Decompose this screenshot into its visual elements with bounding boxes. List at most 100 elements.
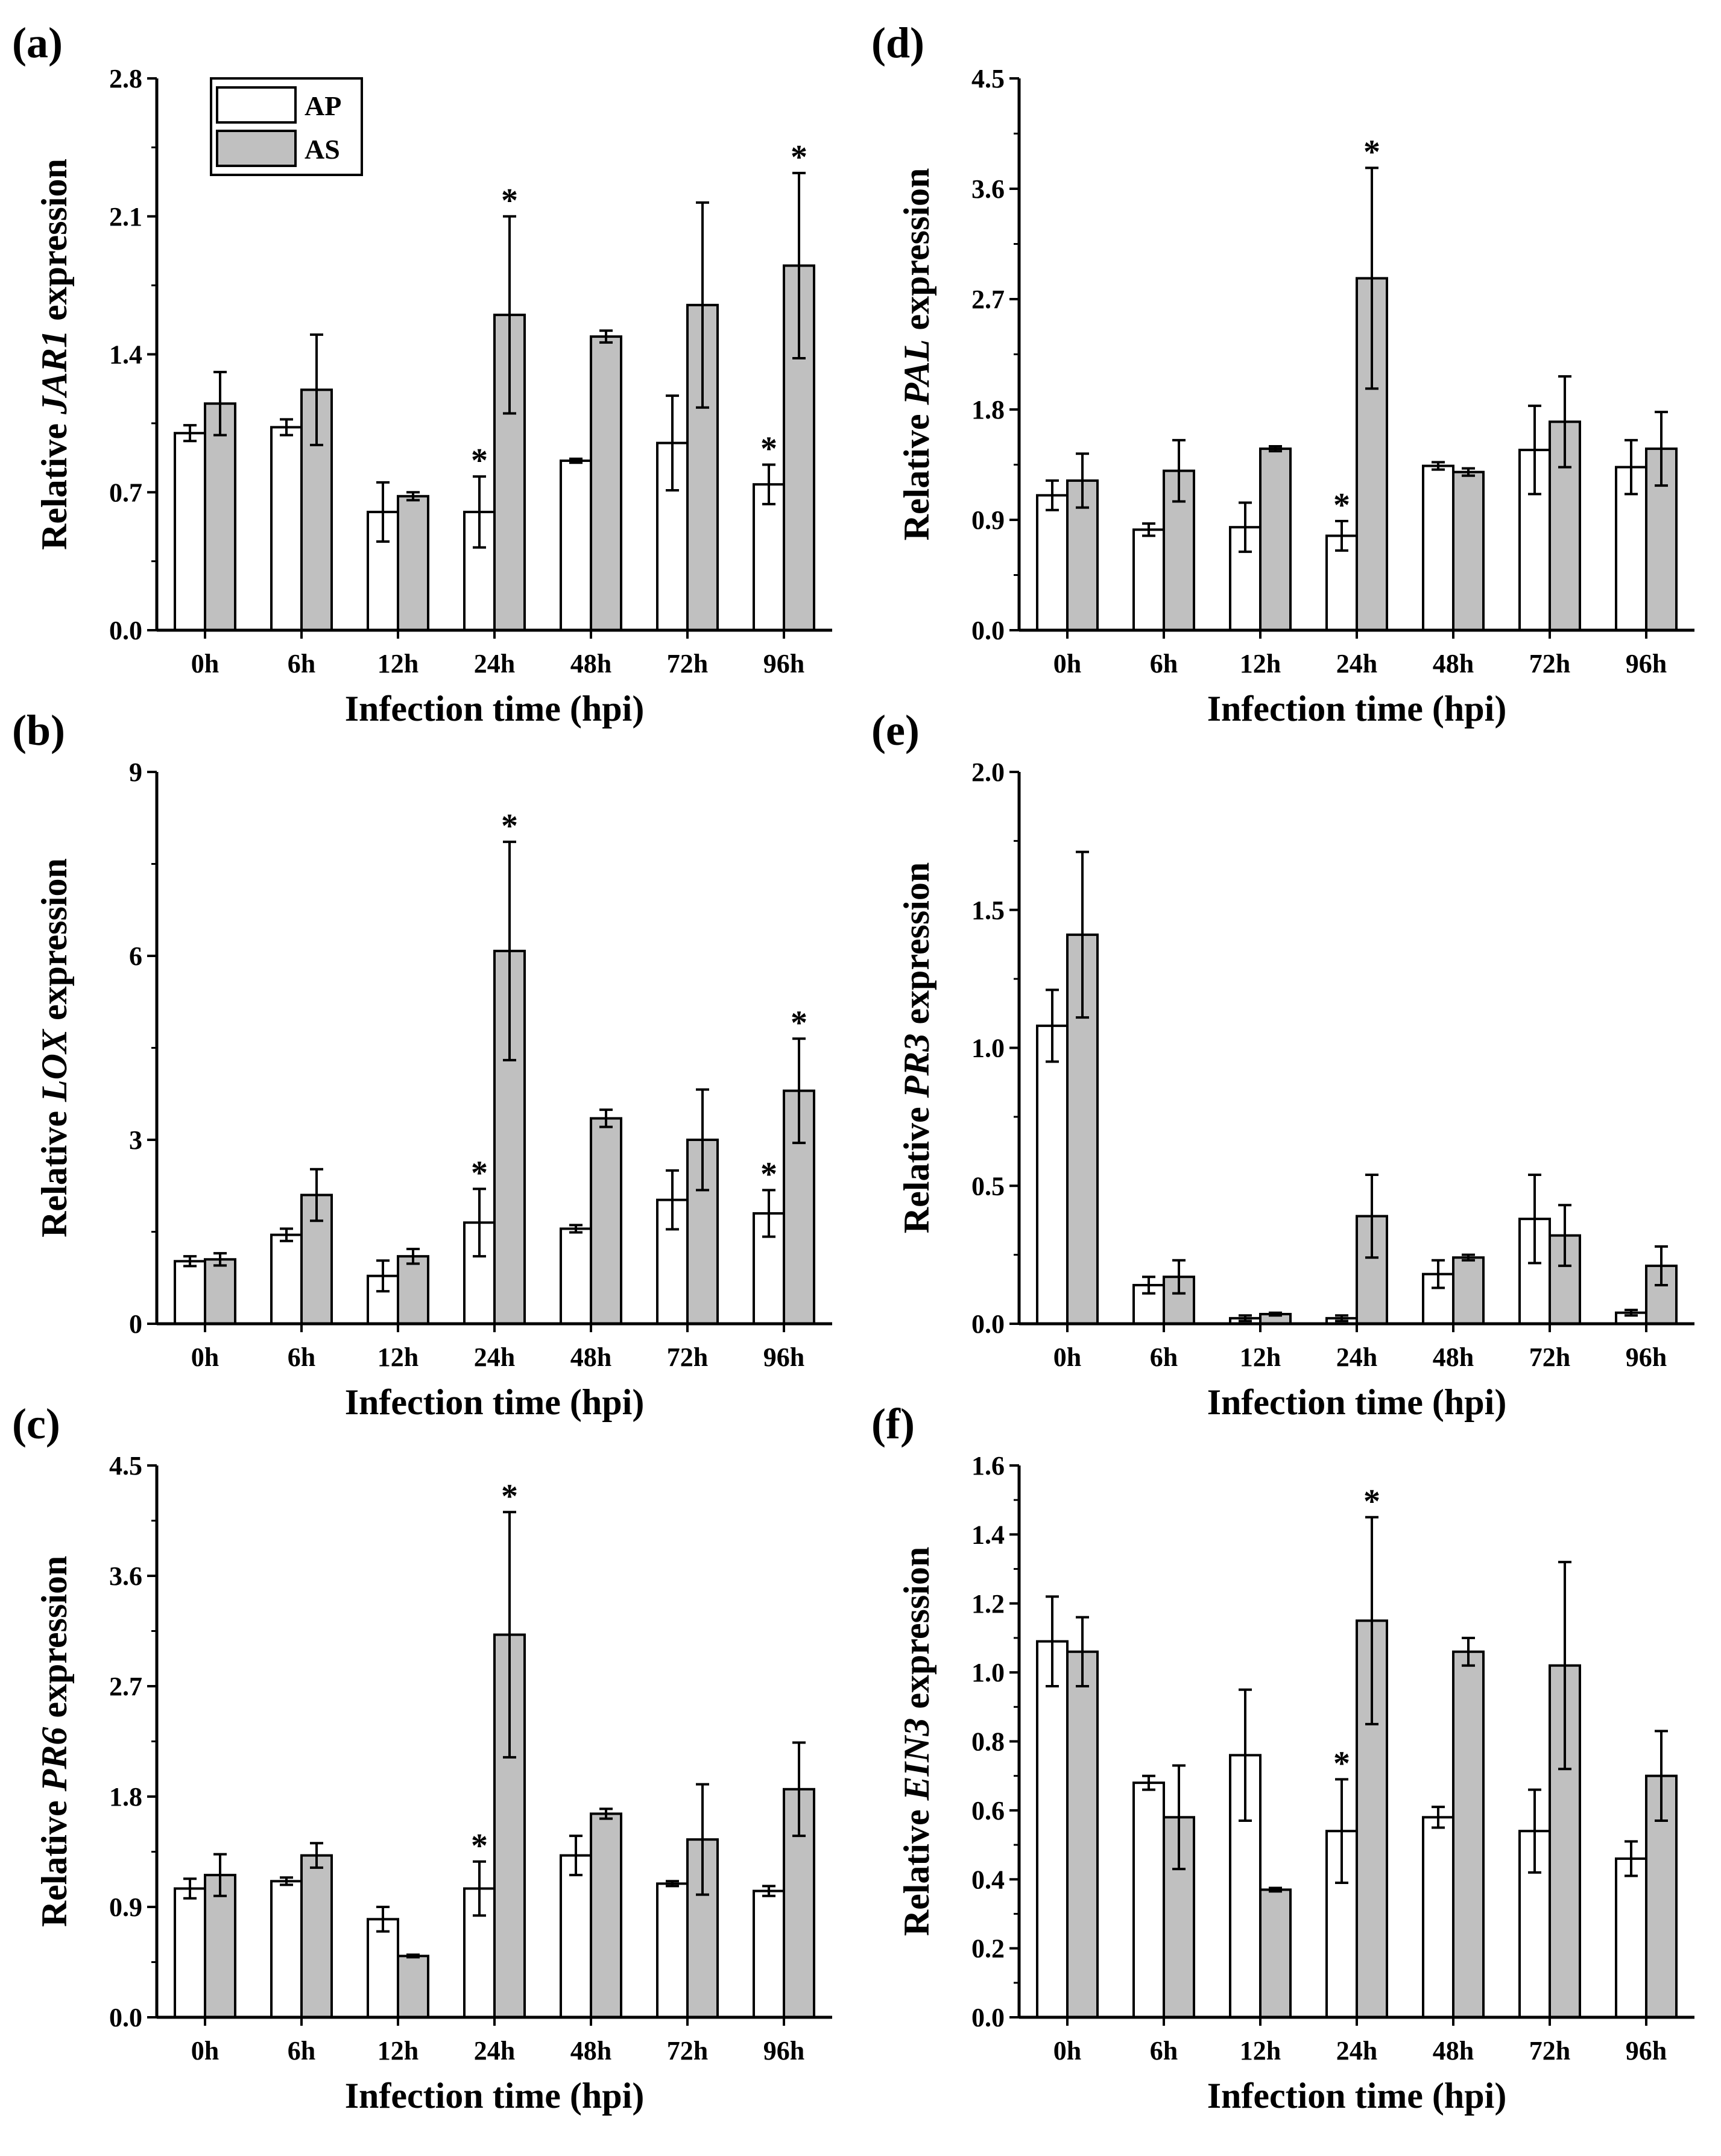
x-tick-label: 96h <box>1626 2036 1667 2066</box>
bar-ap-0h <box>174 1260 206 1326</box>
bar-as-48h <box>1452 1650 1485 2018</box>
bar-ap-6h <box>270 1233 303 1326</box>
y-axis-label: Relative PR6 expression <box>34 1556 74 1927</box>
y-axis-label-suffix: expression <box>897 168 936 340</box>
legend-frame <box>210 77 363 176</box>
y-axis-label-prefix: Relative <box>897 405 936 540</box>
chart-panel-lox: (b) 0 3 6 9 0h 6h 12h * * 24h 48h 72h * * 96h Infection … <box>12 706 832 1422</box>
x-tick-label: 12h <box>377 2036 418 2066</box>
x-tick-label: 0h <box>1053 649 1081 678</box>
y-tick-label: 0.0 <box>109 616 142 645</box>
significance-marker: * <box>501 808 518 845</box>
x-tick-label: 72h <box>667 2036 708 2066</box>
x-axis-label: Infection time (hpi) <box>1207 689 1507 729</box>
y-tick-label: 2.7 <box>109 1672 142 1701</box>
x-tick-label: 72h <box>667 649 708 678</box>
significance-marker: * <box>791 1004 807 1042</box>
x-tick-label: 6h <box>1150 2036 1178 2066</box>
x-tick-label: 48h <box>570 2036 611 2066</box>
bar-ap-48h <box>560 1854 592 2019</box>
legend-swatch-as <box>216 130 297 167</box>
x-tick-label: 0h <box>191 2036 219 2066</box>
significance-marker: * <box>471 1154 488 1192</box>
bar-ap-48h <box>560 459 592 631</box>
y-axis-label: Relative PR3 expression <box>897 862 936 1234</box>
x-tick-label: 6h <box>1150 1342 1178 1372</box>
y-tick-label: 0.4 <box>971 1865 1005 1894</box>
x-tick-label: 96h <box>763 649 804 678</box>
legend-swatch-ap <box>216 86 297 124</box>
panel-label: (b) <box>12 706 65 754</box>
bar-ap-6h <box>270 426 303 631</box>
bar-as-12h <box>397 1955 429 2018</box>
y-tick-label: 1.0 <box>971 1658 1005 1687</box>
significance-marker: * <box>501 1478 518 1515</box>
y-tick-label: 0.6 <box>971 1796 1005 1826</box>
y-tick-label: 3 <box>129 1125 142 1155</box>
significance-marker: * <box>791 139 807 176</box>
bar-ap-48h <box>1422 1816 1454 2018</box>
y-tick-label: 1.8 <box>109 1782 142 1812</box>
bar-ap-72h <box>656 1882 689 2019</box>
y-axis-label-gene: EIN3 <box>897 1718 936 1801</box>
y-axis-label-suffix: expression <box>34 858 74 1029</box>
y-tick-label: 0.5 <box>971 1171 1005 1201</box>
y-axis-label-prefix: Relative <box>897 1098 936 1233</box>
y-tick-label: 0.2 <box>971 1934 1005 1964</box>
bar-as-12h <box>1259 447 1292 631</box>
y-axis-label: Relative EIN3 expression <box>897 1547 936 1936</box>
bar-ap-96h <box>1615 1857 1647 2018</box>
x-tick-label: 24h <box>1336 1342 1377 1372</box>
x-axis-label: Infection time (hpi) <box>1207 2076 1507 2116</box>
x-tick-label: 24h <box>474 2036 515 2066</box>
significance-marker: * <box>471 442 488 479</box>
y-tick-label: 1.2 <box>971 1589 1005 1619</box>
bar-ap-0h <box>174 1887 206 2018</box>
x-tick-label: 12h <box>1240 649 1281 678</box>
bar-as-0h <box>1066 1650 1099 2018</box>
bar-as-12h <box>397 1255 429 1326</box>
x-tick-label: 6h <box>288 1342 315 1372</box>
y-axis-label: Relative LOX expression <box>34 858 74 1238</box>
x-tick-label: 48h <box>1433 1342 1474 1372</box>
x-tick-label: 12h <box>377 649 418 678</box>
y-tick-label: 3.6 <box>109 1561 142 1591</box>
y-tick-label: 2.8 <box>109 64 142 93</box>
panel-label: (c) <box>12 1400 60 1448</box>
bar-as-0h <box>204 1258 236 1325</box>
bar-as-6h <box>300 1854 333 2019</box>
x-tick-label: 72h <box>1529 649 1570 678</box>
y-tick-label: 1.4 <box>971 1520 1005 1549</box>
x-tick-label: 6h <box>288 2036 315 2066</box>
y-axis-label-prefix: Relative <box>34 1791 74 1927</box>
x-tick-label: 48h <box>1433 2036 1474 2066</box>
bar-as-48h <box>590 335 622 631</box>
y-tick-label: 0.0 <box>971 1309 1005 1339</box>
y-tick-label: 0.8 <box>971 1727 1005 1757</box>
x-tick-label: 12h <box>1240 1342 1281 1372</box>
y-tick-label: 0 <box>129 1309 142 1339</box>
x-tick-label: 96h <box>1626 649 1667 678</box>
significance-marker: * <box>760 1155 777 1193</box>
x-tick-label: 48h <box>1433 649 1474 678</box>
bar-ap-96h <box>753 1889 785 2018</box>
x-tick-label: 96h <box>763 1342 804 1372</box>
x-tick-label: 48h <box>570 649 611 678</box>
y-tick-label: 4.5 <box>109 1451 142 1481</box>
x-tick-label: 24h <box>474 1342 515 1372</box>
panel-label: (e) <box>871 706 920 754</box>
significance-marker: * <box>1333 1745 1350 1782</box>
y-axis-label-prefix: Relative <box>34 414 74 550</box>
x-tick-label: 96h <box>763 2036 804 2066</box>
significance-marker: * <box>1363 133 1380 171</box>
x-axis-label: Infection time (hpi) <box>345 1382 645 1422</box>
chart-panel-pr6: (c) 0.0 0.9 1.8 2.7 3.6 4.5 0h 6h 12h * * 24h 48h 72h 9… <box>12 1400 832 2116</box>
panel-label: (d) <box>871 19 924 67</box>
y-tick-label: 2.0 <box>971 757 1005 787</box>
y-axis-label-gene: PR3 <box>897 1034 936 1099</box>
bar-as-48h <box>590 1117 622 1325</box>
chart-panel-pal: (d) 0.0 0.9 1.8 2.7 3.6 4.5 0h 6h 12h * * 24h 48h 72h 9… <box>871 19 1694 729</box>
x-tick-label: 96h <box>1626 1342 1667 1372</box>
x-tick-label: 0h <box>191 1342 219 1372</box>
